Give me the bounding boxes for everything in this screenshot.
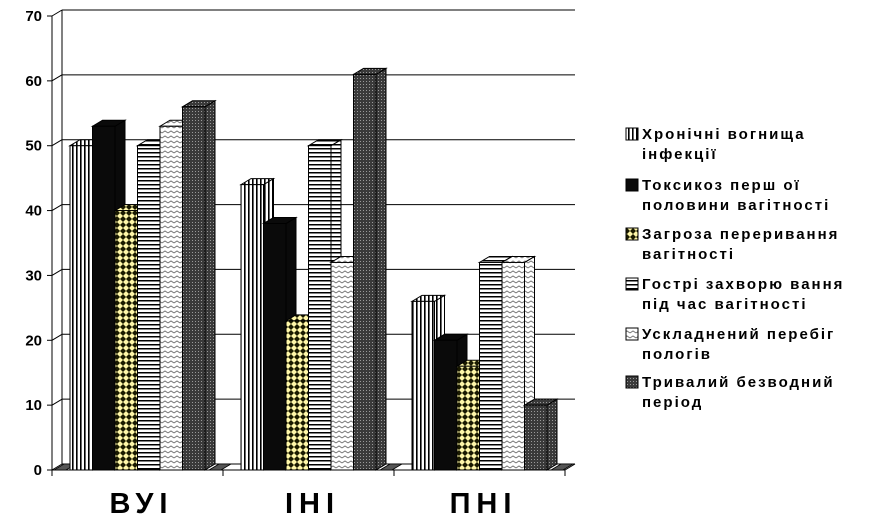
bar-front xyxy=(182,106,206,471)
legend-entry: Токсикоз перш ої половини вагітності xyxy=(625,177,830,214)
bar-side xyxy=(375,67,387,471)
gridline-slant xyxy=(51,9,63,17)
y-tick-label: 20 xyxy=(25,332,42,349)
legend-label: Загроза переривання xyxy=(642,226,839,243)
bar-side xyxy=(546,398,558,471)
bar-front xyxy=(456,365,480,471)
category-labels: ВУІ ІНІ ПНІ xyxy=(110,488,518,516)
legend-label: Токсикоз перш ої xyxy=(642,177,801,194)
bars xyxy=(68,67,559,471)
legend-entry: Хронічні вогнища інфекції xyxy=(625,126,806,163)
bar-front xyxy=(240,184,264,471)
bar xyxy=(351,67,388,471)
legend-label: вагітності xyxy=(642,246,735,263)
bar-front xyxy=(434,339,458,471)
y-tick-label: 40 xyxy=(25,203,42,220)
category-label: ВУІ xyxy=(110,488,174,516)
legend-entry: Ускладнений перебіг пологів xyxy=(625,326,835,363)
bar-front xyxy=(330,261,354,471)
legend-swatch xyxy=(625,327,639,341)
y-tick-label: 70 xyxy=(25,8,42,25)
gridline-slant xyxy=(51,463,63,471)
floor-edge xyxy=(564,463,576,471)
legend-label: Хронічні вогнища xyxy=(642,126,806,143)
legend-swatch xyxy=(625,227,639,241)
gridline-slant xyxy=(51,398,63,406)
bar-front xyxy=(308,145,332,471)
gridline-slant xyxy=(51,333,63,341)
legend-entry: Гострі захворю вання під час вагітності xyxy=(625,276,844,313)
bar-front xyxy=(285,320,309,471)
legend-label: пологів xyxy=(642,346,712,363)
bar-front xyxy=(114,210,138,471)
bar-front xyxy=(411,300,435,471)
legend-label: Гострі захворю вання xyxy=(642,276,844,293)
bar-front xyxy=(524,404,548,471)
legend-entry: Загроза переривання вагітності xyxy=(625,226,839,263)
legend: Хронічні вогнища інфекції Токсикоз перш ої… xyxy=(625,126,844,411)
gridline-slant xyxy=(51,268,63,276)
bar-front xyxy=(353,73,377,471)
y-tick-label: 30 xyxy=(25,267,42,284)
legend-label: половини вагітності xyxy=(642,197,830,214)
bar-front xyxy=(263,223,287,471)
floor-tile xyxy=(378,463,404,471)
y-tick-label: 10 xyxy=(25,397,42,414)
gridline-slant xyxy=(51,139,63,147)
floor-tile xyxy=(207,463,233,471)
bar-front xyxy=(69,145,93,471)
bar-front xyxy=(159,125,183,471)
bar xyxy=(180,99,217,471)
y-tick-label: 50 xyxy=(25,138,42,155)
legend-label: Ускладнений перебіг xyxy=(642,326,835,343)
category-label: ІНІ xyxy=(285,488,340,516)
legend-label: Тривалий безводний xyxy=(642,374,835,391)
y-tick-label: 60 xyxy=(25,73,42,90)
value-axis: 0 10 20 30 40 50 60 70 xyxy=(25,8,63,479)
legend-swatch xyxy=(625,127,639,141)
bar xyxy=(522,398,559,471)
legend-swatch xyxy=(625,178,639,192)
legend-swatch xyxy=(625,277,639,291)
gridline-slant xyxy=(51,204,63,212)
gridline-slant xyxy=(51,74,63,82)
bar-front xyxy=(479,261,503,471)
y-tick-label: 0 xyxy=(34,462,42,479)
legend-entry: Тривалий безводний період xyxy=(625,374,835,411)
bar-side xyxy=(204,99,216,471)
bar-front xyxy=(501,261,525,471)
bar-front xyxy=(137,145,161,471)
category-label: ПНІ xyxy=(450,488,518,516)
legend-label: період xyxy=(642,394,703,411)
legend-label: інфекції xyxy=(642,146,718,163)
floor-tile xyxy=(549,463,575,471)
legend-label: під час вагітності xyxy=(642,296,808,313)
legend-swatch xyxy=(625,375,639,389)
bar-front xyxy=(92,125,116,471)
